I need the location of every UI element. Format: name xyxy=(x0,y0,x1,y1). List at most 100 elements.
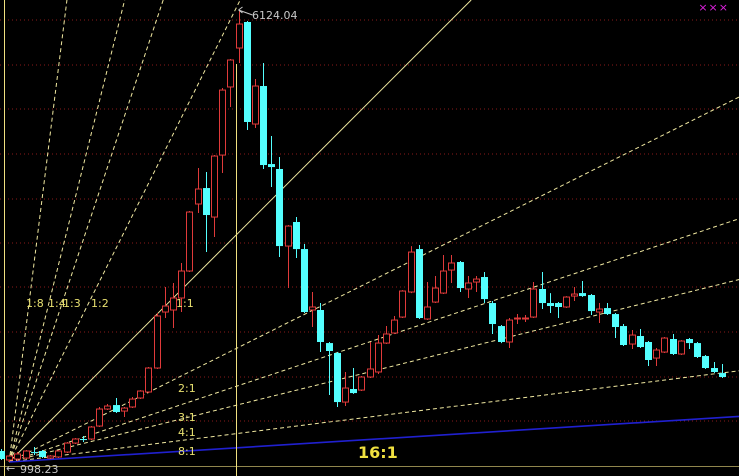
candle-body-up xyxy=(227,59,234,88)
candle-body-down xyxy=(702,356,709,369)
candle-body-down xyxy=(268,164,275,168)
fan-label-4-1: 4:1 xyxy=(178,426,196,439)
candle xyxy=(268,136,275,187)
candle-body-down xyxy=(498,326,505,343)
candle xyxy=(31,447,38,456)
candle xyxy=(367,342,374,378)
candle xyxy=(678,340,685,356)
candle-body-up xyxy=(514,317,521,320)
candle-body-up xyxy=(653,349,660,359)
candle xyxy=(432,276,439,304)
candle xyxy=(317,303,324,353)
candle xyxy=(162,286,169,319)
candle-body-down xyxy=(276,168,283,247)
candle xyxy=(39,450,46,459)
candle xyxy=(252,79,259,128)
fan-label-8-1: 8:1 xyxy=(178,445,196,458)
fan-label-1-8: 1:8 xyxy=(26,297,44,310)
candle-body-down xyxy=(350,389,357,394)
candle xyxy=(129,397,136,409)
candle-body-down xyxy=(301,249,308,313)
candle xyxy=(702,355,709,369)
candle-body-up xyxy=(375,342,382,373)
candle-body-up xyxy=(137,390,144,399)
candle xyxy=(104,403,111,410)
candle-body-up xyxy=(121,407,128,412)
candle-body-up xyxy=(571,293,578,297)
candle-body-down xyxy=(260,86,267,166)
candle xyxy=(399,290,406,319)
candle xyxy=(489,301,496,334)
candle xyxy=(555,302,562,319)
candle xyxy=(211,155,218,237)
candle xyxy=(276,157,283,257)
candle xyxy=(301,244,308,313)
candle-body-up xyxy=(383,333,390,344)
candle xyxy=(88,426,95,441)
candle-body-up xyxy=(596,308,603,313)
candle-body-up xyxy=(55,450,62,458)
candle xyxy=(563,296,570,309)
candle xyxy=(637,329,644,349)
candle xyxy=(145,367,152,394)
candle-body-up xyxy=(195,188,202,205)
candle-body-down xyxy=(416,249,423,319)
candle xyxy=(719,364,726,378)
price-markers xyxy=(238,6,253,16)
candle xyxy=(416,245,423,319)
candle-body-down xyxy=(489,303,496,325)
candle xyxy=(661,336,668,354)
candle-body-up xyxy=(563,296,570,308)
candle-body-up xyxy=(170,297,177,311)
candle xyxy=(629,330,636,350)
candle xyxy=(113,398,120,413)
candle-body-down xyxy=(645,342,652,360)
high-price-label: 6124.04 xyxy=(252,9,298,22)
candle-body-down xyxy=(39,450,46,457)
candle xyxy=(23,450,30,460)
candle xyxy=(227,59,234,108)
candle-body-down xyxy=(588,295,595,312)
candle xyxy=(285,224,292,289)
candle xyxy=(14,452,21,462)
candle-body-down xyxy=(612,314,619,328)
candle-body-down xyxy=(547,303,554,307)
candle xyxy=(219,88,226,174)
candle-body-down xyxy=(686,339,693,344)
fan-label-1-3: 1:3 xyxy=(63,297,81,310)
candle-body-down xyxy=(694,343,701,357)
close-marks[interactable]: ××× xyxy=(698,1,729,14)
candle-body-up xyxy=(432,287,439,303)
candle xyxy=(375,335,382,375)
candle xyxy=(457,261,464,293)
candle xyxy=(448,255,455,284)
candle xyxy=(6,455,13,462)
fan-line-1-2 xyxy=(8,0,241,463)
candle xyxy=(670,333,677,356)
fan-label-1-1: 1:1 xyxy=(176,297,194,310)
candle xyxy=(424,282,431,321)
candle xyxy=(47,455,54,460)
candle xyxy=(236,10,243,64)
candle xyxy=(530,282,537,319)
candle xyxy=(334,352,341,407)
candle-body-down xyxy=(317,309,324,343)
candle-body-up xyxy=(186,211,193,272)
candle-body-up xyxy=(96,408,103,427)
candle-body-down xyxy=(293,221,300,250)
candle xyxy=(244,21,251,131)
candle-body-down xyxy=(80,439,87,441)
candle-body-up xyxy=(358,376,365,391)
fan-label-2-1: 2:1 xyxy=(178,382,196,395)
candle-body-down xyxy=(579,293,586,297)
candle-body-up xyxy=(23,450,30,459)
candle-body-up xyxy=(236,23,243,49)
candle xyxy=(170,283,177,328)
candle-body-up xyxy=(391,319,398,334)
high-marker-arrow xyxy=(238,6,253,16)
candle xyxy=(342,371,349,407)
candle-body-down xyxy=(244,21,251,122)
candle-body-up xyxy=(178,270,185,299)
